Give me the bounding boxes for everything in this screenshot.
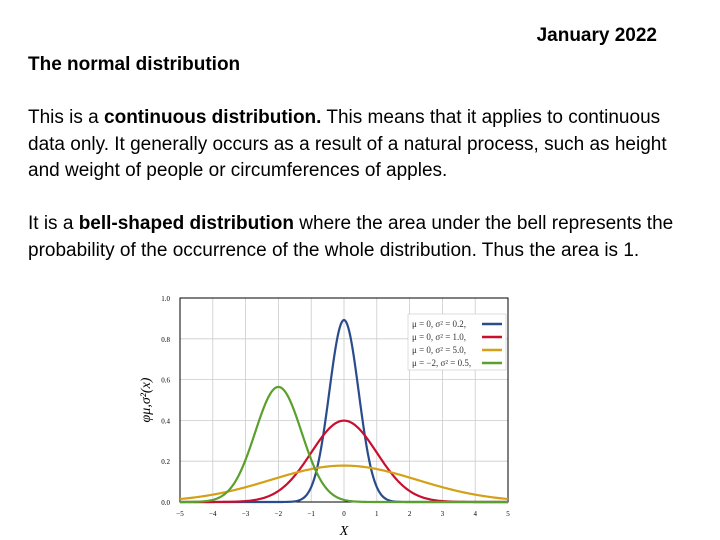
y-tick-label: 0.2: [161, 458, 170, 466]
paragraph-bell-shaped: It is a bell-shaped distribution where t…: [28, 211, 698, 264]
x-axis-label: X: [339, 524, 349, 539]
x-tick-labels: −5 −4 −3 −2 −1 0 1 2 3 4 5: [176, 510, 510, 518]
x-tick-label: −5: [176, 510, 184, 518]
para1-bold-term: continuous distribution.: [104, 107, 322, 128]
para2-bold-term: bell-shaped distribution: [78, 213, 295, 234]
series-line-2: [179, 464, 509, 501]
series-line-3: [179, 385, 508, 504]
para2-text-post: where the area under the bell represents…: [28, 213, 674, 261]
para2-text-pre: It is a: [28, 213, 79, 234]
legend-label: μ = −2, σ² = 0.5,: [412, 358, 471, 368]
x-tick-label: −4: [209, 510, 217, 518]
legend-label: μ = 0, σ² = 5.0,: [412, 345, 466, 355]
y-tick-label: 1.0: [161, 295, 170, 303]
y-tick-label: 0.4: [161, 417, 170, 425]
y-tick-label: 0.0: [161, 499, 170, 507]
para1-text-pre: This is a: [28, 107, 105, 128]
x-tick-label: 0: [342, 510, 346, 518]
x-tick-label: 4: [473, 510, 477, 518]
x-tick-label: −2: [275, 510, 283, 518]
plot-frame: [179, 297, 509, 503]
slide-title: The normal distribution: [28, 54, 241, 75]
legend: μ = 0, σ² = 0.2, μ = 0, σ² = 1.0, μ = 0, σ…: [412, 319, 502, 368]
y-tick-labels: 0.0 0.2 0.4 0.6 0.8 1.0: [161, 295, 170, 507]
x-tick-label: 2: [408, 510, 412, 518]
x-tick-label: −1: [307, 510, 315, 518]
paragraph-continuous: This is a continuous distribution. This …: [28, 105, 698, 185]
date-label: January 2022: [536, 25, 657, 46]
x-tick-label: −3: [242, 510, 250, 518]
y-tick-label: 0.8: [161, 336, 170, 344]
curves: [179, 318, 509, 504]
legend-label: μ = 0, σ² = 0.2,: [412, 319, 466, 329]
y-tick-label: 0.6: [161, 377, 170, 385]
normal-distribution-chart: 0.0 0.2 0.4 0.6 0.8 1.0 −5 −4 −3 −2 −1 0 1 2 3 4 5 μ = …: [139, 295, 510, 539]
x-tick-label: 5: [506, 510, 510, 518]
x-tick-label: 3: [441, 510, 445, 518]
y-axis-label: φμ,σ²(x): [139, 377, 154, 422]
para1-text-post: This means that it applies to continuous…: [28, 107, 667, 181]
x-tick-label: 1: [375, 510, 379, 518]
legend-label: μ = 0, σ² = 1.0,: [412, 332, 466, 342]
